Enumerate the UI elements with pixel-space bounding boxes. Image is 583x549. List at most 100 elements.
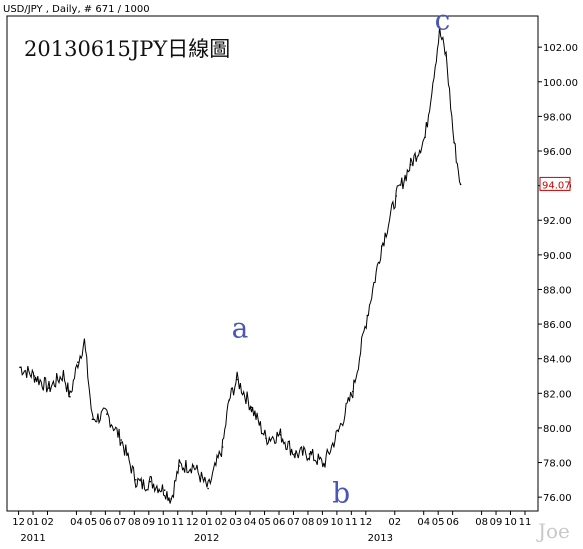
wave-label-b: b: [332, 476, 350, 509]
x-tick-label: 02: [388, 517, 401, 528]
wave-label-c: c: [435, 4, 451, 37]
price-point: [453, 141, 455, 144]
x-tick-label: 02: [41, 517, 54, 528]
y-tick-label: 90.00: [543, 251, 572, 262]
price-point: [19, 366, 21, 369]
x-tick-label: 10: [504, 517, 517, 528]
x-tick-label: 06: [446, 517, 459, 528]
x-tick-label: 06: [273, 517, 286, 528]
price-point: [294, 453, 296, 455]
x-tick-label: 07: [287, 517, 300, 528]
y-tick-label: 76.00: [543, 493, 572, 504]
y-tick-label: 84.00: [543, 355, 572, 366]
price-point: [352, 390, 354, 393]
chart-title: 20130615JPY日線圖: [24, 37, 230, 61]
x-tick-label: 05: [432, 517, 445, 528]
price-point: [337, 430, 340, 433]
x-tick-label: 04: [70, 517, 83, 528]
price-point: [380, 245, 383, 247]
x-tick-label: 08: [475, 517, 488, 528]
x-tick-label: 11: [345, 517, 358, 528]
instrument-header: USD/JPY , Daily, # 671 / 1000: [3, 4, 150, 15]
x-tick-label: 12: [186, 517, 199, 528]
x-tick-label: 08: [302, 517, 315, 528]
y-tick-label: 86.00: [543, 320, 572, 331]
x-tick-label: 07: [113, 517, 126, 528]
last-price-box: [539, 176, 571, 191]
x-tick-label: 09: [142, 517, 155, 528]
x-tick-label: 09: [490, 517, 503, 528]
x-tick-label: 01: [200, 517, 213, 528]
x-tick-label: 05: [258, 517, 271, 528]
price-point: [77, 361, 79, 364]
y-tick-label: 80.00: [543, 424, 572, 435]
last-price-label: 94.07: [542, 180, 571, 191]
x-year-label: 2012: [194, 533, 219, 544]
price-point: [91, 418, 94, 421]
wave-annotations: a b c: [232, 4, 451, 510]
x-tick-label: 02: [215, 517, 228, 528]
price-point: [308, 453, 311, 455]
x-tick-label: 10: [331, 517, 344, 528]
price-point: [163, 489, 166, 492]
y-axis-labels: 76.00 78.00 80.00 82.00 84.00 86.00 88.00 90.00…: [543, 43, 578, 504]
price-point: [83, 340, 86, 343]
x-tick-label: 08: [128, 517, 141, 528]
x-tick-label: 12: [12, 517, 25, 528]
price-point: [135, 479, 137, 481]
price-point: [395, 195, 398, 197]
price-point: [62, 373, 65, 376]
price-series-group: [19, 26, 462, 504]
price-point: [445, 55, 447, 57]
price-point: [279, 434, 282, 436]
x-tick-label: 09: [316, 517, 329, 528]
x-year-label: 2013: [368, 533, 393, 544]
price-point: [459, 183, 462, 186]
price-point: [221, 446, 224, 448]
y-tick-label: 102.00: [543, 43, 578, 54]
price-point: [438, 30, 441, 33]
x-tick-label: 11: [171, 517, 184, 528]
y-tick-label: 88.00: [543, 285, 572, 296]
last-price-tag: 94.07: [539, 176, 571, 191]
price-point: [106, 413, 108, 415]
y-tick-label: 100.00: [543, 78, 578, 89]
price-point: [323, 463, 325, 466]
price-point: [69, 396, 71, 398]
x-tick-label: 04: [417, 517, 430, 528]
price-point: [265, 437, 267, 440]
wave-label-a: a: [232, 312, 249, 345]
x-year-label: 2011: [20, 533, 45, 544]
price-point: [149, 480, 151, 483]
y-tick-marks: [538, 46, 542, 498]
watermark-text: Joe: [536, 519, 570, 543]
price-point: [236, 378, 238, 381]
price-point: [250, 406, 253, 409]
x-tick-label: 04: [244, 517, 257, 528]
plot-area: [6, 15, 539, 512]
y-tick-label: 92.00: [543, 216, 572, 227]
price-point: [409, 164, 412, 166]
x-axis-year-labels: 2011 2012 2013: [20, 533, 393, 544]
price-point: [192, 465, 195, 467]
price-point: [366, 314, 369, 317]
y-tick-label: 78.00: [543, 459, 572, 470]
x-tick-label: 01: [27, 517, 40, 528]
price-point: [170, 498, 172, 500]
x-tick-label: 06: [99, 517, 112, 528]
price-point: [228, 399, 230, 402]
y-tick-label: 96.00: [543, 147, 572, 158]
x-tick-label: 05: [85, 517, 98, 528]
price-point: [120, 439, 123, 441]
price-point: [207, 487, 209, 490]
price-point: [141, 484, 144, 486]
price-point: [48, 387, 50, 389]
x-axis-month-labels: 12 01 02 04 05 06 07 08 09 10 11 12 01 02 03 04 05 06 07 08…: [12, 511, 531, 528]
price-point: [33, 375, 36, 377]
y-tick-label: 82.00: [543, 389, 572, 400]
x-tick-label: 03: [229, 517, 242, 528]
x-tick-label: 10: [157, 517, 170, 528]
price-series-line: [19, 26, 462, 504]
price-point: [178, 465, 180, 467]
